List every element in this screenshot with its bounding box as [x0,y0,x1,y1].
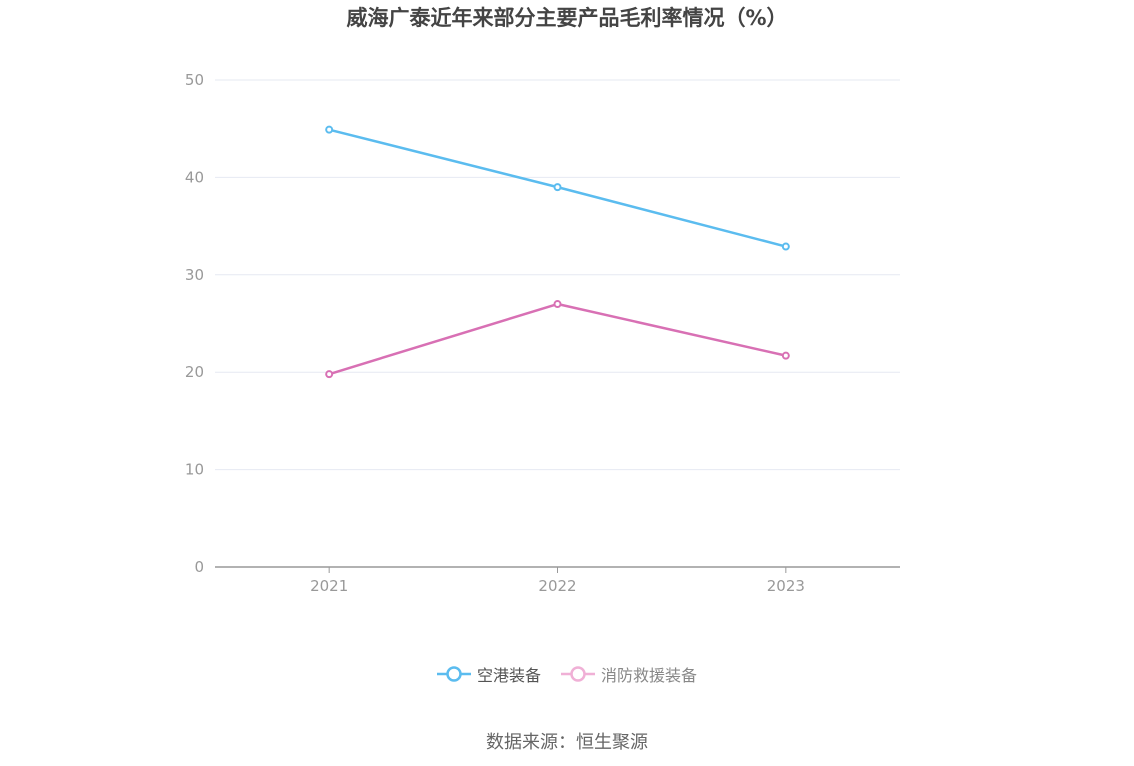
y-tick-label: 30 [185,266,204,284]
legend-label-series-1: 空港装备 [476,666,541,685]
data-point-series-2 [781,351,790,360]
chart-title: 威海广泰近年来部分主要产品毛利率情况（%） [346,6,788,30]
data-point-series-1 [553,183,562,192]
data-point-series-2 [553,300,562,309]
legend-item-series-1[interactable]: 空港装备 [436,662,541,686]
x-tick-label: 2021 [310,577,348,595]
y-tick-label: 40 [185,168,204,186]
data-point-series-1 [325,125,334,134]
series-line-2 [328,302,787,376]
x-tick-label: 2022 [538,577,576,595]
y-tick-label: 50 [185,71,204,89]
data-point-series-2 [325,370,334,379]
legend-marker-series-1 [436,666,471,682]
data-source-note: 数据来源：恒生聚源 [486,732,648,753]
y-tick-label: 10 [185,461,204,479]
data-point-series-1 [781,242,790,251]
legend-marker-series-2 [561,666,595,682]
y-tick-label: 0 [194,558,204,576]
legend-item-series-2[interactable]: 消防救援装备 [561,662,697,686]
legend-label-series-2: 消防救援装备 [601,666,698,685]
y-tick-label: 20 [185,363,204,381]
x-tick-label: 2023 [767,577,805,595]
legend: 空港装备 消防救援装备 [0,662,1134,686]
